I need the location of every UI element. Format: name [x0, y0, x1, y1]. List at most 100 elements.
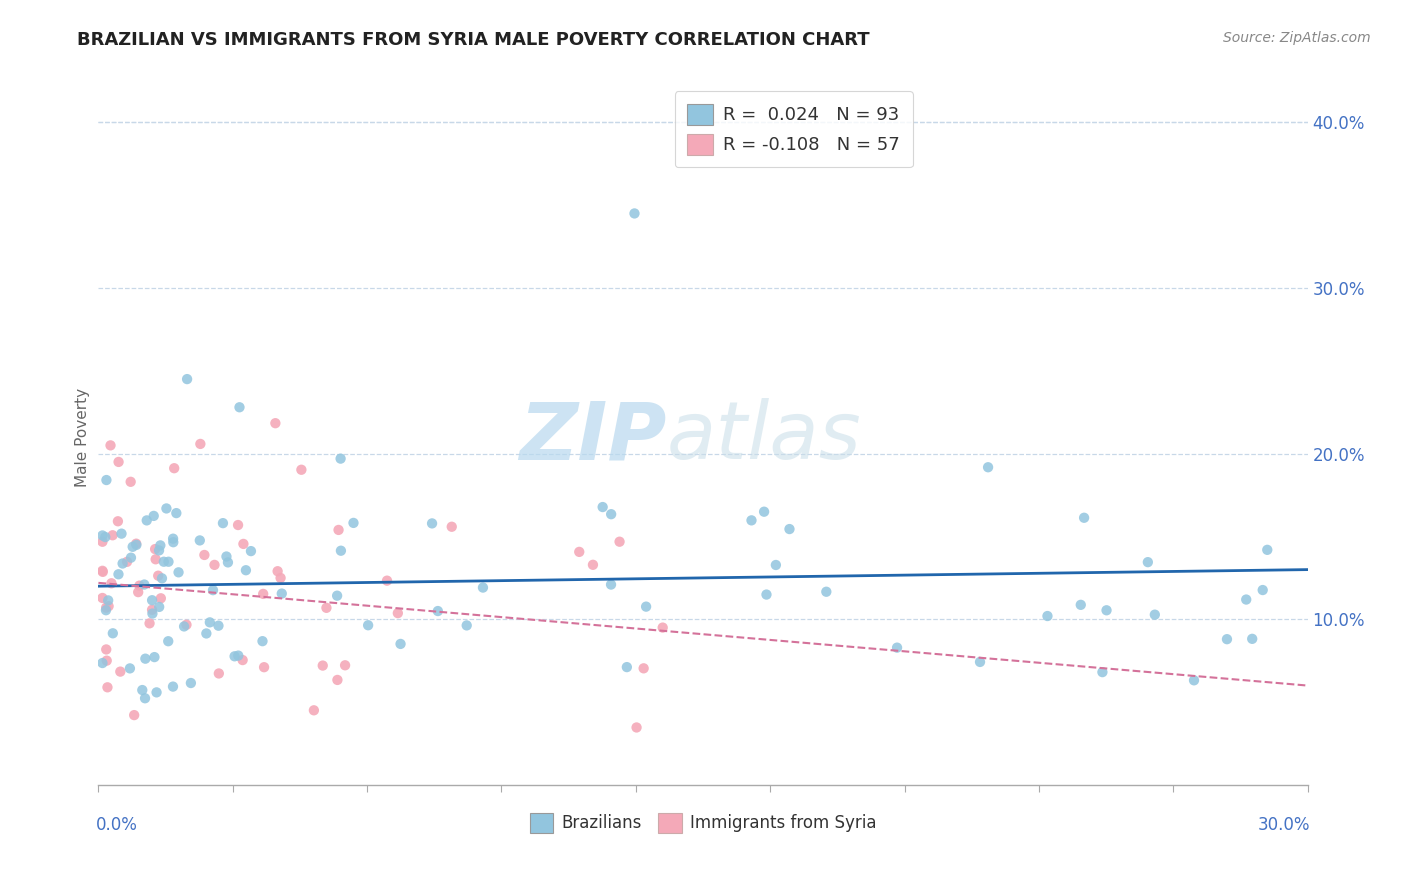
Point: [232, 653, 254, 667]
Point: [96, 642, 118, 657]
Point: [207, 618, 229, 632]
Point: [266, 564, 288, 578]
Point: [101, 626, 124, 640]
Point: [815, 584, 838, 599]
Point: [107, 567, 129, 582]
Point: [568, 545, 591, 559]
Point: [91, 656, 114, 670]
Point: [198, 615, 221, 630]
Point: [1070, 598, 1092, 612]
Legend: Brazilians, Immigrants from Syria: Brazilians, Immigrants from Syria: [523, 806, 883, 839]
Point: [626, 721, 648, 735]
Text: BRAZILIAN VS IMMIGRANTS FROM SYRIA MALE POVERTY CORRELATION CHART: BRAZILIAN VS IMMIGRANTS FROM SYRIA MALE …: [77, 31, 870, 49]
Point: [148, 543, 170, 558]
Point: [173, 619, 195, 633]
Point: [440, 520, 463, 534]
Point: [153, 555, 176, 569]
Point: [239, 544, 262, 558]
Point: [264, 416, 287, 430]
Point: [157, 634, 180, 648]
Point: [779, 522, 801, 536]
Point: [134, 691, 156, 706]
Point: [111, 557, 134, 571]
Point: [94, 530, 117, 544]
Point: [582, 558, 605, 572]
Point: [128, 579, 150, 593]
Point: [96, 473, 118, 487]
Point: [1036, 609, 1059, 624]
Point: [131, 683, 153, 698]
Point: [290, 463, 312, 477]
Point: [107, 514, 129, 528]
Point: [420, 516, 443, 531]
Point: [143, 542, 166, 557]
Point: [217, 555, 239, 569]
Point: [623, 206, 645, 220]
Point: [122, 708, 145, 723]
Point: [201, 583, 224, 598]
Point: [232, 537, 254, 551]
Y-axis label: Male Poverty: Male Poverty: [75, 387, 90, 487]
Text: atlas: atlas: [666, 398, 862, 476]
Point: [235, 563, 257, 577]
Point: [148, 568, 170, 582]
Point: [253, 660, 276, 674]
Point: [1182, 673, 1205, 688]
Point: [193, 548, 215, 562]
Point: [312, 658, 335, 673]
Point: [100, 576, 122, 591]
Point: [609, 534, 631, 549]
Point: [204, 558, 226, 572]
Point: [91, 528, 114, 542]
Point: [1234, 592, 1257, 607]
Point: [977, 460, 1000, 475]
Point: [616, 660, 638, 674]
Point: [302, 703, 325, 717]
Point: [134, 577, 156, 591]
Point: [357, 618, 380, 632]
Point: [226, 648, 249, 663]
Point: [651, 621, 673, 635]
Point: [110, 526, 132, 541]
Point: [100, 438, 122, 452]
Point: [150, 571, 173, 585]
Point: [162, 532, 184, 546]
Point: [387, 606, 409, 620]
Point: [120, 550, 142, 565]
Point: [212, 516, 235, 530]
Point: [176, 372, 198, 386]
Point: [149, 591, 172, 606]
Text: 0.0%: 0.0%: [96, 815, 138, 833]
Point: [180, 676, 202, 690]
Point: [176, 617, 198, 632]
Point: [141, 607, 163, 621]
Point: [97, 593, 120, 607]
Point: [215, 549, 238, 564]
Point: [1095, 603, 1118, 617]
Point: [342, 516, 364, 530]
Point: [94, 603, 117, 617]
Point: [157, 555, 180, 569]
Point: [165, 506, 187, 520]
Point: [886, 640, 908, 655]
Point: [97, 599, 120, 614]
Point: [326, 589, 349, 603]
Point: [456, 618, 478, 632]
Point: [91, 534, 114, 549]
Point: [329, 451, 352, 466]
Point: [765, 558, 787, 572]
Point: [121, 540, 143, 554]
Point: [752, 505, 775, 519]
Point: [1091, 665, 1114, 680]
Point: [636, 599, 658, 614]
Point: [96, 681, 118, 695]
Point: [755, 588, 778, 602]
Point: [145, 685, 167, 699]
Point: [1216, 632, 1239, 647]
Point: [91, 591, 114, 605]
Point: [134, 651, 156, 665]
Point: [127, 585, 149, 599]
Point: [143, 650, 166, 665]
Point: [91, 565, 114, 579]
Point: [141, 603, 163, 617]
